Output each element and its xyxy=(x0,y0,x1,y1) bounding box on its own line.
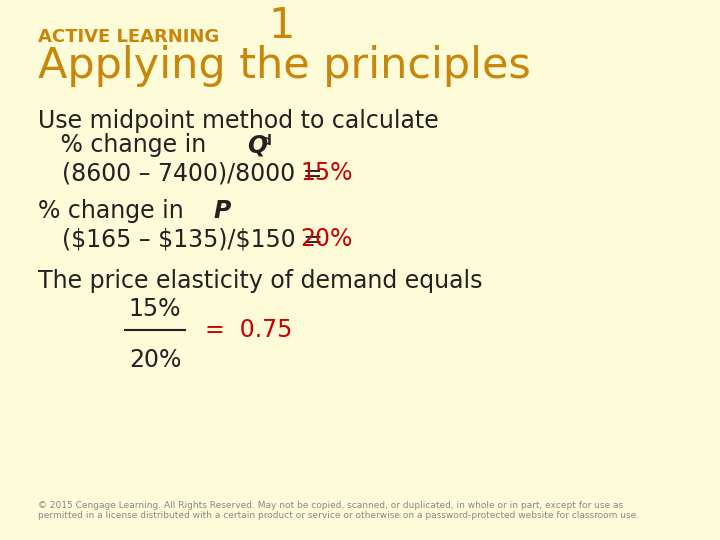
Text: Applying the principles: Applying the principles xyxy=(38,45,531,87)
Text: ($165 – $135)/$150 =: ($165 – $135)/$150 = xyxy=(62,227,330,251)
Text: ACTIVE LEARNING: ACTIVE LEARNING xyxy=(38,28,220,46)
Text: d: d xyxy=(261,134,271,148)
Text: © 2015 Cengage Learning. All Rights Reserved. May not be copied, scanned, or dup: © 2015 Cengage Learning. All Rights Rese… xyxy=(38,501,639,520)
Text: Use midpoint method to calculate: Use midpoint method to calculate xyxy=(38,109,438,133)
Text: 15%: 15% xyxy=(129,297,181,321)
Text: 20%: 20% xyxy=(129,348,181,372)
Text: % change in: % change in xyxy=(38,133,214,157)
Text: Q: Q xyxy=(247,133,267,157)
Text: P: P xyxy=(213,199,230,223)
Text: The price elasticity of demand equals: The price elasticity of demand equals xyxy=(38,269,482,293)
Text: =  0.75: = 0.75 xyxy=(205,318,292,342)
Text: 20%: 20% xyxy=(300,227,352,251)
Text: % change in: % change in xyxy=(38,199,192,223)
Text: 1: 1 xyxy=(268,5,294,47)
Text: 15%: 15% xyxy=(300,161,353,185)
Text: (8600 – 7400)/8000 =: (8600 – 7400)/8000 = xyxy=(62,161,330,185)
